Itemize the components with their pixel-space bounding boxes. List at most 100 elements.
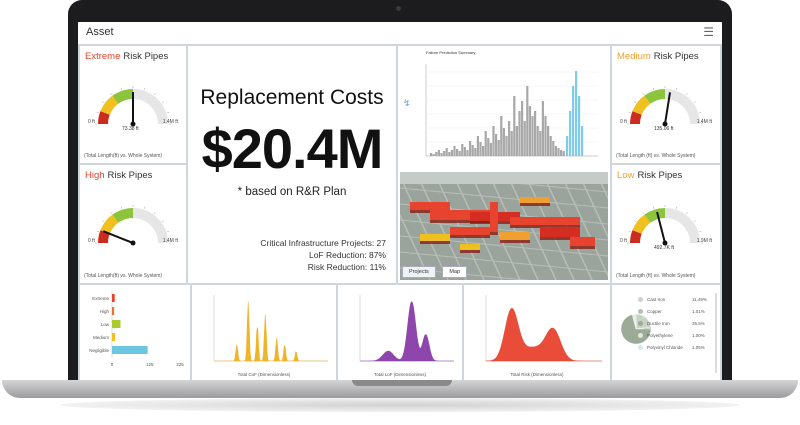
- stat-lof-reduction: LoF Reduction: 87%: [308, 250, 386, 260]
- histogram-bar: [505, 136, 508, 156]
- histogram-bar: [521, 101, 524, 156]
- pie-slice: [620, 314, 652, 345]
- lof-distribution-panel: Total LoF (Dimensionless)Pipe Total Leng…: [338, 285, 462, 381]
- legend-label: Polyethylene: [647, 333, 673, 338]
- gauge-max-label: 1.9M ft: [696, 238, 712, 244]
- tab-map[interactable]: Map: [442, 266, 468, 278]
- gauge-title: Low Risk Pipes: [617, 170, 682, 181]
- gauge-zone: [644, 89, 666, 104]
- high-risk-gauge-panel: High Risk Pipes 0 ft 1.4M ft (Total Length(f…: [80, 165, 186, 283]
- distribution-area: [485, 307, 602, 362]
- gauge-tick: [167, 231, 170, 233]
- gauge-tick: [161, 220, 164, 223]
- category-bar: [112, 333, 116, 341]
- histogram-bar: [443, 151, 446, 156]
- gauge-tick: [634, 220, 637, 223]
- histogram-bar: [484, 131, 487, 156]
- gauge-tick: [693, 220, 696, 223]
- gauge-zone: [132, 89, 168, 125]
- legend-scrollbar[interactable]: [715, 293, 717, 373]
- highlight-bar: [569, 111, 572, 156]
- gauge-min-label: 0 ft: [620, 238, 627, 244]
- replacement-cost-panel: Replacement Costs $20.4M * based on R&R …: [188, 46, 396, 283]
- legend-percent: 35.5%: [692, 321, 705, 326]
- gauge-zone: [630, 230, 642, 244]
- gauge-tick: [675, 87, 677, 90]
- histogram-bar: [469, 141, 472, 156]
- histogram-bar: [518, 111, 521, 156]
- distribution-plot: [359, 295, 454, 362]
- tab-projects[interactable]: Projects: [402, 266, 436, 278]
- gauge-zone: [112, 89, 134, 104]
- trend-icon: ↯: [403, 98, 411, 108]
- gauge-tick: [153, 212, 156, 215]
- gauge-tick: [685, 93, 688, 96]
- histogram-bar: [450, 150, 453, 156]
- failure-prediction-chart: Failure Prediction Summary ↯: [398, 46, 610, 168]
- gauge-footer: (Total Length (ft) vs. Whole System): [616, 153, 696, 159]
- gauge-zone: [100, 95, 119, 116]
- histogram-bar: [536, 126, 539, 156]
- histogram-bar: [476, 136, 479, 156]
- legend-label: Polyvinyl Chloride: [647, 345, 683, 350]
- legend-swatch: [638, 297, 643, 302]
- highlight-bar: [572, 86, 575, 156]
- highlight-bar: [578, 96, 581, 156]
- gauge-tick: [699, 231, 702, 233]
- gauge-title-rest: Risk Pipes: [107, 170, 153, 181]
- legend-percent: 1.00%: [692, 333, 705, 338]
- gauge-tick: [642, 93, 645, 96]
- extreme-risk-gauge-panel: Extreme Risk Pipes 0 ft 1.4M ft 73.38 ft (Tot…: [80, 46, 186, 163]
- gauge-value-label: 135.06 ft: [654, 126, 674, 132]
- material-pie-chart: [620, 313, 652, 345]
- category-bar: [112, 294, 115, 302]
- pie-legend-item: Polyethylene 1.00%: [638, 333, 707, 338]
- gauge-title-rest: Risk Pipes: [637, 170, 683, 181]
- histogram-bar: [437, 150, 440, 156]
- pipe-segment: [450, 227, 490, 235]
- chart-map-panel: Failure Prediction Summary ↯ Projects Ma…: [398, 46, 610, 283]
- legend-percent: 1.01%: [692, 309, 705, 314]
- histogram-bar: [557, 148, 560, 156]
- laptop-shadow: [60, 398, 740, 412]
- pipe-segment: [540, 227, 580, 237]
- histogram-bar: [526, 86, 529, 156]
- histogram-bar: [510, 131, 513, 156]
- histogram-bar: [432, 154, 435, 156]
- histogram-bar: [560, 150, 563, 156]
- gauge-severity: Low: [617, 170, 635, 181]
- histogram-bar: [541, 101, 544, 156]
- gauge-dial: [95, 205, 171, 246]
- gauge-zone: [98, 111, 110, 125]
- gauge-tick: [653, 87, 655, 90]
- histogram-bar: [448, 152, 451, 156]
- gauge-value-label: 73.38 ft: [122, 126, 139, 132]
- app-title: Asset: [86, 26, 114, 38]
- gauge-zone: [632, 214, 651, 235]
- category-bar: [112, 320, 121, 328]
- pipe-segment: [420, 234, 450, 241]
- gauge-zone: [112, 208, 134, 223]
- gauge-tick: [121, 206, 123, 209]
- gauge-value-label: 492.7K ft: [654, 245, 675, 251]
- gauge-tick: [143, 87, 145, 90]
- histogram-bar: [463, 147, 466, 156]
- histogram-bar: [544, 116, 547, 156]
- distribution-area: [360, 301, 454, 362]
- hamburger-icon[interactable]: ☰: [703, 25, 714, 39]
- gauge-severity: Extreme: [85, 51, 121, 62]
- medium-risk-gauge-panel: Medium Risk Pipes 0 ft 1.4M ft 135.06 ft (Tot…: [612, 46, 720, 163]
- risk-category-bar-panel: Extreme High Low Medium Negligible 0 125 225: [80, 285, 190, 381]
- histogram-bar: [554, 146, 557, 156]
- gauge-max-label: 1.4M ft: [162, 238, 178, 244]
- gauge-tick: [167, 112, 170, 114]
- map-road: [595, 172, 608, 200]
- gauge-footer: (Total Length (ft) vs. Whole System): [616, 273, 696, 279]
- distribution-plot: [485, 295, 602, 362]
- bar-category-label: High: [100, 309, 110, 314]
- legend-label: Copper: [647, 309, 662, 314]
- gauge-hub: [662, 240, 668, 246]
- map-road: [400, 174, 449, 280]
- category-bar: [112, 307, 115, 315]
- gauge-title: Medium Risk Pipes: [617, 51, 699, 62]
